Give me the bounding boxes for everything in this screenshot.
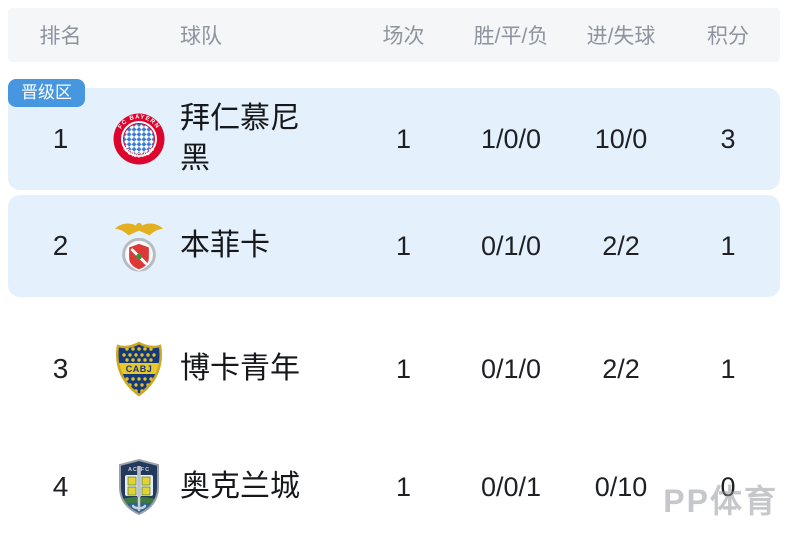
win-draw-loss-cell: 0/1/0	[456, 354, 566, 385]
column-label-team: 球队	[113, 20, 351, 50]
played-cell: 1	[351, 354, 456, 385]
pp-sports-watermark: PP体育	[663, 476, 778, 522]
win-draw-loss-cell: 1/0/0	[456, 124, 566, 155]
win-draw-loss-cell: 0/1/0	[456, 231, 566, 262]
win-draw-loss-cell: 0/0/1	[456, 472, 566, 503]
points-cell: 1	[676, 231, 780, 262]
goals-cell: 2/2	[566, 354, 676, 385]
team-name: 本菲卡	[180, 226, 312, 266]
auckland-city-crest-icon: AC·FC	[113, 458, 165, 516]
points-cell: 1	[676, 354, 780, 385]
goals-cell: 0/10	[566, 472, 676, 503]
column-label-played: 场次	[351, 20, 456, 50]
team-cell: 本菲卡	[113, 217, 351, 275]
played-cell: 1	[351, 124, 456, 155]
rank-cell: 3	[8, 353, 113, 385]
table-row-bayern[interactable]: 1	[8, 88, 780, 190]
table-row-boca[interactable]: 3	[8, 310, 780, 428]
column-label-goals: 进/失球	[566, 20, 676, 50]
rank-cell: 4	[8, 471, 113, 503]
points-cell: 3	[676, 124, 780, 155]
table-row-benfica[interactable]: 2 本菲卡 1 0/1/0 2/2 1	[8, 195, 780, 297]
rank-cell: 1	[8, 123, 113, 155]
promotion-zone-block: 晋级区 1	[8, 88, 780, 297]
played-cell: 1	[351, 472, 456, 503]
bayern-munich-crest-icon: FC BAYERN MÜNCHEN	[113, 110, 165, 168]
column-label-points: 积分	[676, 20, 780, 50]
rank-cell: 2	[8, 230, 113, 262]
promotion-zone-badge: 晋级区	[8, 79, 85, 107]
benfica-crest-icon	[113, 217, 165, 275]
boca-juniors-crest-icon: CABJ	[113, 340, 165, 398]
column-label-rank: 排名	[8, 20, 113, 50]
goals-cell: 2/2	[566, 231, 676, 262]
column-label-win-draw-loss: 胜/平/负	[456, 20, 566, 50]
team-cell: CABJ 博卡青年	[113, 340, 351, 398]
played-cell: 1	[351, 231, 456, 262]
standings-table: 排名 球队 场次 胜/平/负 进/失球 积分 晋级区 1	[8, 8, 780, 546]
team-name: 奥克兰城	[180, 467, 312, 507]
team-name: 博卡青年	[180, 349, 312, 389]
table-header: 排名 球队 场次 胜/平/负 进/失球 积分	[8, 8, 780, 62]
goals-cell: 10/0	[566, 124, 676, 155]
svg-text:CABJ: CABJ	[126, 364, 153, 374]
team-cell: AC·FC 奥克兰城	[113, 458, 351, 516]
team-name: 拜仁慕尼黑	[180, 99, 312, 179]
team-cell: FC BAYERN MÜNCHEN 拜仁慕尼黑	[113, 99, 351, 179]
